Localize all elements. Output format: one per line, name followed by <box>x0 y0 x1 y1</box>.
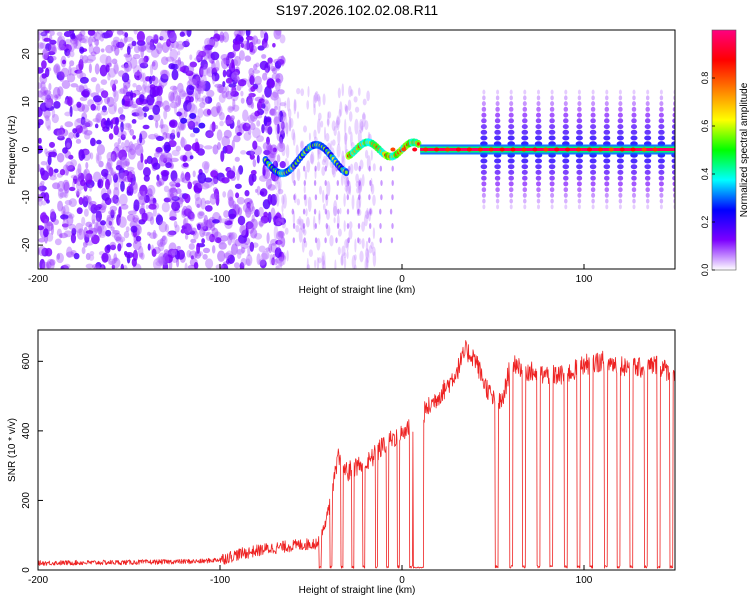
figure-title: S197.2026.102.02.08.R11 <box>276 2 439 18</box>
snr-xtick-label: -200 <box>28 575 48 586</box>
colorbar: 0.0 0.2 0.4 0.6 0.8 Normalized spectral ampl… <box>700 29 750 277</box>
snr-ticks: -200 -100 0 100 0 200 400 600 <box>21 353 593 586</box>
spectrogram-ytick-label: 10 <box>21 96 32 108</box>
snr-xtick-label: 0 <box>399 575 405 586</box>
spectrogram-xtick-label: -100 <box>210 274 230 285</box>
snr-ytick-label: 200 <box>21 492 32 509</box>
colorbar-tick-label: 0.0 <box>700 264 710 277</box>
snr-xtick-label: 100 <box>576 575 593 586</box>
colorbar-label: Normalized spectral amplitude <box>739 82 750 217</box>
spectrogram-heatmap <box>38 30 675 269</box>
snr-frame <box>37 329 676 571</box>
snr-ylabel: SNR (10 * v/v) <box>7 418 18 482</box>
spectrogram-ytick-label: 0 <box>21 146 32 152</box>
colorbar-tick-label: 0.4 <box>700 168 710 181</box>
spectrogram-xtick-label: 0 <box>399 274 405 285</box>
spectrogram-xlabel: Height of straight line (km) <box>299 285 416 296</box>
snr-xtick-label: -100 <box>210 575 230 586</box>
spectrogram-ytick-label: -10 <box>21 190 32 205</box>
colorbar-tick-label: 0.8 <box>700 72 710 85</box>
spectrogram-ylabel: Frequency (Hz) <box>7 116 18 185</box>
snr-panel: -200 -100 0 100 0 200 400 600 Height of straigh… <box>7 329 676 596</box>
colorbar-ticks: 0.0 0.2 0.4 0.6 0.8 <box>700 72 715 277</box>
spectrogram-xtick-label: 100 <box>576 274 593 285</box>
snr-ytick-label: 600 <box>21 353 32 370</box>
spectrogram-ytick-label: 20 <box>21 48 32 60</box>
snr-background <box>38 330 675 570</box>
spectrogram-xtick-label: -200 <box>28 274 48 285</box>
snr-ytick-label: 400 <box>21 422 32 439</box>
snr-xlabel: Height of straight line (km) <box>299 585 416 596</box>
colorbar-tick-label: 0.2 <box>700 216 710 229</box>
spectrogram-ytick-label: -20 <box>21 237 32 252</box>
colorbar-tick-label: 0.6 <box>700 120 710 133</box>
colorbar-gradient <box>712 30 736 270</box>
snr-ytick-label: 0 <box>21 567 32 573</box>
snr-series-line <box>38 340 675 569</box>
colorbar-frame <box>711 29 737 271</box>
